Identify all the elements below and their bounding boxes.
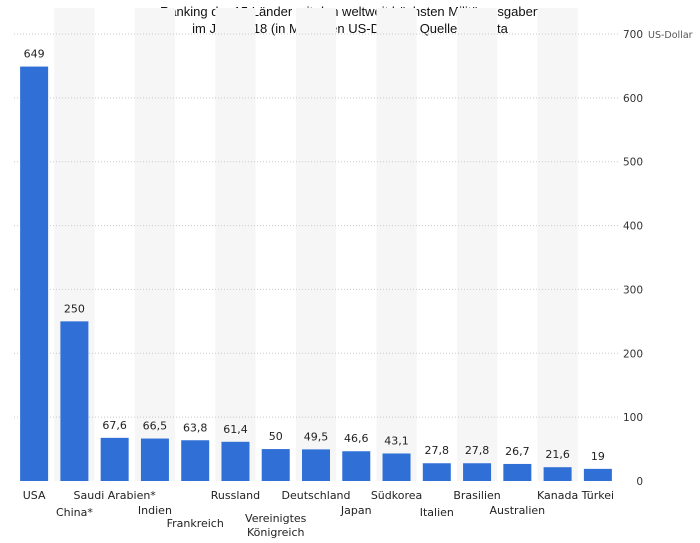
value-label: 21,6: [545, 448, 570, 461]
value-label: 649: [24, 48, 45, 61]
bar: [503, 463, 532, 481]
bar: [463, 463, 492, 481]
bar: [583, 468, 612, 481]
bar: [100, 437, 129, 481]
value-label: 19: [591, 450, 605, 463]
background-bands: [54, 8, 578, 481]
bar: [20, 66, 49, 482]
category-label: USA: [23, 489, 46, 502]
y-tick-label: 400: [623, 221, 643, 233]
category-label: Frankreich: [167, 517, 224, 530]
category-label: Australien: [490, 504, 546, 517]
y-tick-label: 500: [623, 157, 643, 169]
bar: [221, 441, 250, 481]
category-label: Türkei: [581, 489, 615, 502]
value-label: 67,6: [102, 419, 127, 432]
gridlines: [14, 33, 620, 418]
category-label: Kanada: [537, 489, 578, 502]
value-label: 63,8: [183, 421, 208, 434]
bar: [543, 467, 572, 481]
category-label: Vereinigtes: [245, 512, 307, 525]
value-label: 66,5: [143, 420, 168, 433]
background-band: [295, 8, 337, 481]
bar: [181, 440, 210, 481]
bar: [261, 449, 290, 481]
y-axis-unit: US-Dollar: [648, 30, 693, 41]
bar: [140, 438, 169, 481]
bar: [422, 463, 451, 481]
category-label: Königreich: [247, 526, 305, 539]
bar: [382, 453, 411, 481]
background-band: [215, 8, 256, 481]
background-band: [537, 8, 578, 481]
category-label: Russland: [211, 489, 260, 502]
category-label: Südkorea: [371, 489, 422, 502]
bar: [342, 451, 371, 481]
category-label: Deutschland: [281, 489, 350, 502]
bar: [60, 321, 89, 481]
value-label: 46,6: [344, 432, 369, 445]
value-label: 43,1: [384, 434, 409, 447]
value-label: 61,4: [223, 423, 248, 436]
y-axis-ticks: 0 100 200 300 400 500 600 700 US-Dollar: [623, 29, 693, 488]
background-band: [134, 8, 176, 481]
value-labels: 649 250 67,6 66,5 63,8 61,4 50 49,5 46,6 43,1 27,8…: [24, 48, 605, 463]
chart-title-line-2: im Jahr 2018 (in Milliarden US-Dollar) /…: [192, 21, 508, 36]
value-label: 50: [269, 430, 283, 443]
y-tick-label: 600: [623, 93, 643, 105]
value-label: 250: [64, 302, 85, 315]
background-band: [376, 8, 417, 481]
y-tick-label: 0: [636, 476, 643, 488]
y-tick-label: 200: [623, 348, 643, 360]
category-label: China*: [56, 506, 93, 519]
value-label: 27,8: [425, 444, 450, 457]
background-band: [456, 8, 498, 481]
value-label: 49,5: [304, 430, 329, 443]
bar: [302, 449, 330, 481]
y-tick-label: 700: [623, 29, 643, 41]
value-label: 27,8: [465, 444, 490, 457]
bars: [20, 66, 612, 482]
category-label: Saudi Arabien*: [74, 489, 157, 502]
y-tick-label: 100: [623, 412, 643, 424]
y-tick-label: 300: [623, 284, 643, 296]
category-label: Indien: [138, 504, 172, 517]
category-label: Italien: [420, 506, 454, 519]
category-label: Brasilien: [453, 489, 500, 502]
value-label: 26,7: [505, 445, 530, 458]
category-label: Japan: [340, 504, 372, 517]
